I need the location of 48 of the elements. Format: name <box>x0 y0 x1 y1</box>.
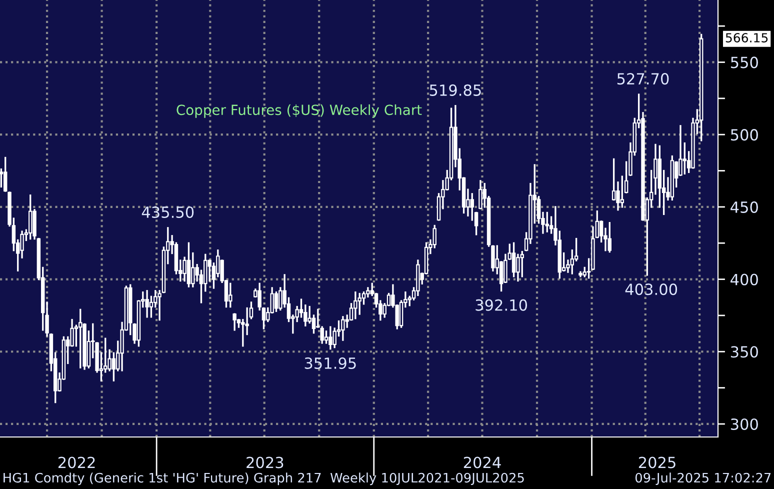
candlestick <box>516 254 520 282</box>
annotation: 351.95 <box>304 357 356 369</box>
y-tick-label: 500 <box>730 129 758 141</box>
candlestick <box>608 222 612 253</box>
candlestick <box>320 326 324 344</box>
y-tick-label: 300 <box>730 418 758 430</box>
candlestick <box>545 212 549 232</box>
y-tick-label: 400 <box>730 274 758 286</box>
candlestick <box>28 194 32 240</box>
annotation: 527.70 <box>617 73 669 85</box>
y-tick-label: 550 <box>730 56 758 68</box>
candlestick <box>274 291 278 312</box>
candlestick <box>232 313 236 331</box>
text: HG1 Comdty (Generic 1st 'HG' Future) Graph 217 Weekly 10JUL2021-09JUL2025 <box>4 472 524 486</box>
x-tick-label: 2025 <box>638 456 676 468</box>
candlestick <box>78 308 82 368</box>
candlestick <box>358 292 362 315</box>
candlestick <box>520 250 524 278</box>
candlestick <box>191 252 195 288</box>
candlestick <box>186 242 191 288</box>
candlestick <box>478 180 482 210</box>
text: Copper Futures ($US) Weekly Chart <box>176 104 422 118</box>
annotation: 566.15 <box>726 33 768 42</box>
candlestick <box>324 330 328 344</box>
candlestick <box>512 242 516 278</box>
candlestick <box>145 290 149 318</box>
annotation: 403.00 <box>625 284 678 296</box>
candlestick <box>182 256 186 282</box>
candlestick <box>682 142 687 174</box>
candlestick <box>0 168 4 188</box>
candlestick <box>578 271 582 278</box>
annotation: 519.85 <box>430 84 481 96</box>
candlestick <box>328 326 332 350</box>
x-tick-label: 2023 <box>246 456 284 468</box>
y-tick-label: 350 <box>730 346 758 358</box>
candlestick <box>112 352 116 382</box>
text: 09-Jul-2025 17:02:27 <box>635 472 771 485</box>
candlestick <box>341 316 345 341</box>
candlestick <box>228 282 232 308</box>
annotation: 435.50 <box>142 206 194 218</box>
candlestick <box>354 291 358 320</box>
candlestick <box>3 156 8 192</box>
x-tick-label: 2024 <box>464 456 501 468</box>
candlestick <box>620 176 624 208</box>
candlestick <box>612 158 616 201</box>
x-tick-label: 2022 <box>58 456 95 468</box>
y-tick-label: 450 <box>730 201 758 213</box>
annotation: 392.10 <box>476 299 528 311</box>
